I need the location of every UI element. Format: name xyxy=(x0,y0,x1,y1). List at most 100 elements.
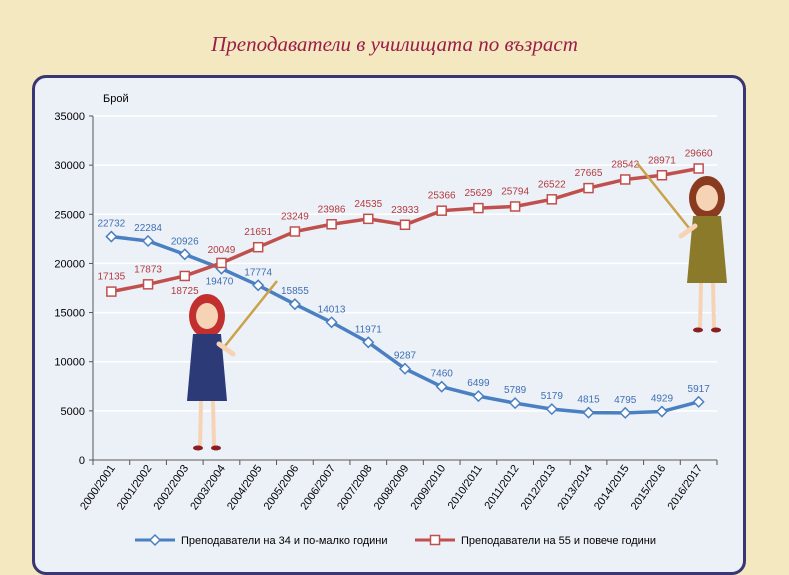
x-tick-label: 2010/2011 xyxy=(446,463,485,512)
arm xyxy=(216,341,236,357)
x-tick-label: 2006/2007 xyxy=(298,463,338,512)
dress xyxy=(187,334,227,401)
line-chart: 0 5000 10000 15000 20000 25000 30000 35000 2000… xyxy=(54,93,727,547)
y-tick-label: 20000 xyxy=(54,258,85,270)
data-point xyxy=(399,219,411,231)
y-tick-label: 25000 xyxy=(54,209,85,221)
data-point xyxy=(435,380,448,393)
older-teacher-figure xyxy=(636,162,727,333)
data-label: 22732 xyxy=(97,219,125,230)
data-label: 7460 xyxy=(431,369,454,380)
data-point xyxy=(619,174,631,185)
data-point xyxy=(288,298,301,311)
data-point xyxy=(142,279,154,290)
data-label: 20049 xyxy=(208,245,236,256)
y-tick-label: 5000 xyxy=(61,406,85,418)
data-label: 24535 xyxy=(354,199,382,210)
data-point xyxy=(583,182,594,194)
data-label: 26522 xyxy=(538,179,566,190)
data-point xyxy=(105,230,118,243)
x-tick-label: 2007/2008 xyxy=(335,463,375,512)
legend-label: Преподаватели на 34 и по-малко години xyxy=(181,535,388,547)
chart-panel: 0 5000 10000 15000 20000 25000 30000 35000 2000… xyxy=(32,75,746,575)
x-tick-label: 2005/2006 xyxy=(262,463,302,512)
data-point xyxy=(363,213,374,225)
x-tick-label: 2016/2017 xyxy=(665,463,705,512)
leg xyxy=(711,282,716,329)
shoe xyxy=(211,445,221,451)
data-label: 11971 xyxy=(355,324,383,335)
y-tick-label: 10000 xyxy=(54,357,85,369)
y-axis-label: Брой xyxy=(103,93,129,105)
data-point xyxy=(473,202,484,214)
leg xyxy=(698,282,703,329)
data-point xyxy=(252,279,265,292)
data-label: 27665 xyxy=(575,168,603,179)
x-tick-label: 2013/2014 xyxy=(555,463,595,512)
shoe xyxy=(693,327,703,333)
data-label: 28542 xyxy=(611,159,639,170)
data-label: 15855 xyxy=(281,286,309,297)
data-label: 17774 xyxy=(244,267,272,278)
series-layer: 22732 22284 20926 19470 17774 15855 14013 11971… xyxy=(97,148,713,419)
x-tick-label: 2004/2005 xyxy=(225,463,265,512)
data-point xyxy=(436,205,447,216)
data-label: 25629 xyxy=(465,188,493,199)
data-label: 9287 xyxy=(394,351,417,362)
data-label: 5179 xyxy=(541,391,564,402)
shoe xyxy=(193,445,203,451)
data-point xyxy=(692,395,705,408)
x-axis: 2000/20012001/20022002/20032003/20042004… xyxy=(78,460,718,512)
y-tick-label: 15000 xyxy=(54,308,85,320)
data-label: 6499 xyxy=(467,378,490,389)
data-point xyxy=(655,405,669,418)
data-label: 4795 xyxy=(614,395,637,406)
series-line xyxy=(111,166,699,294)
x-tick-label: 2015/2016 xyxy=(629,463,669,512)
data-point xyxy=(252,241,264,253)
data-label: 23933 xyxy=(391,205,419,216)
data-point xyxy=(656,170,668,181)
pointer-stick xyxy=(636,162,690,229)
x-tick-label: 2003/2004 xyxy=(188,463,228,512)
data-point xyxy=(216,257,227,269)
data-point xyxy=(509,201,521,212)
leg xyxy=(211,400,216,447)
data-point xyxy=(178,248,191,261)
arm xyxy=(678,223,698,239)
x-tick-label: 2011/2012 xyxy=(482,463,521,512)
data-label: 22284 xyxy=(134,223,162,234)
data-point xyxy=(289,226,301,237)
data-label: 29660 xyxy=(685,148,713,159)
data-label: 4815 xyxy=(577,395,600,406)
series-young-teachers: 22732 22284 20926 19470 17774 15855 14013 11971… xyxy=(97,219,710,419)
data-point xyxy=(179,270,191,282)
data-label: 23986 xyxy=(318,204,346,215)
data-point xyxy=(509,397,522,410)
x-tick-label: 2009/2010 xyxy=(409,463,449,512)
y-tick-label: 0 xyxy=(79,455,85,467)
data-label: 5789 xyxy=(504,385,527,396)
shoe xyxy=(711,327,721,333)
data-label: 18725 xyxy=(171,286,199,297)
data-label: 4929 xyxy=(651,394,674,405)
data-point xyxy=(619,406,632,419)
data-label: 25366 xyxy=(428,191,456,202)
face xyxy=(196,303,218,329)
data-point xyxy=(326,219,337,230)
data-point xyxy=(582,406,595,419)
legend-item: Преподаватели на 34 и по-малко години xyxy=(135,533,388,547)
teacher-figures xyxy=(187,162,727,451)
y-tick-label: 30000 xyxy=(54,160,85,172)
series-older-teachers: 17135 17873 18725 20049 21651 23249 23986 24535… xyxy=(97,148,713,296)
data-label: 28971 xyxy=(648,155,676,166)
data-label: 17873 xyxy=(134,264,162,275)
legend: Преподаватели на 34 и по-малко години Пре… xyxy=(135,533,656,547)
data-point xyxy=(546,194,558,205)
data-point xyxy=(545,403,558,416)
data-point xyxy=(362,336,375,349)
legend-label: Преподаватели на 55 и повече години xyxy=(461,535,656,547)
x-tick-label: 2001/2002 xyxy=(115,463,155,512)
data-label: 17135 xyxy=(97,272,125,283)
x-tick-label: 2012/2013 xyxy=(519,463,559,512)
